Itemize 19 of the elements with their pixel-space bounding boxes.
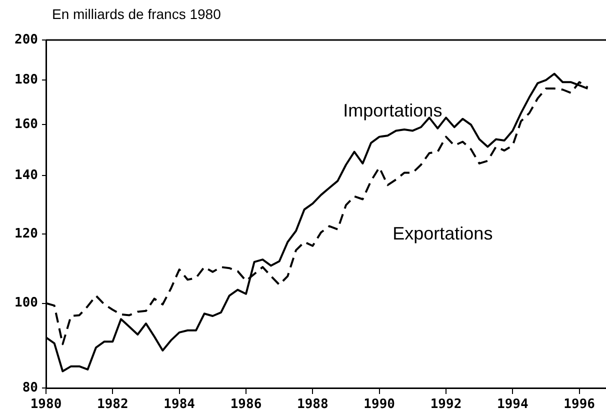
x-tick-label: 1990 bbox=[364, 397, 396, 412]
x-tick-label: 1996 bbox=[564, 397, 596, 412]
y-tick-label: 180 bbox=[14, 72, 38, 88]
text: Exportations bbox=[392, 224, 493, 244]
y-tick-label: 100 bbox=[14, 296, 38, 311]
y-tick-label: 140 bbox=[14, 168, 38, 183]
y-tick-label: 80 bbox=[22, 380, 38, 396]
x-tick-label: 1992 bbox=[430, 397, 462, 412]
y-tick-label: 120 bbox=[14, 226, 38, 242]
x-tick-label: 1984 bbox=[164, 397, 196, 412]
y-tick-label: 200 bbox=[14, 32, 38, 48]
y-axis-title: En milliards de francs 1980 bbox=[52, 6, 221, 22]
x-tick-label: 1986 bbox=[230, 397, 262, 412]
series-label: Importations bbox=[343, 100, 442, 120]
x-tick-label: 1980 bbox=[30, 397, 62, 412]
x-tick-label: 1994 bbox=[497, 397, 528, 412]
x-tick-label: 1988 bbox=[297, 397, 328, 412]
x-tick-label: 1982 bbox=[97, 397, 128, 412]
y-tick-label: 160 bbox=[14, 117, 38, 132]
